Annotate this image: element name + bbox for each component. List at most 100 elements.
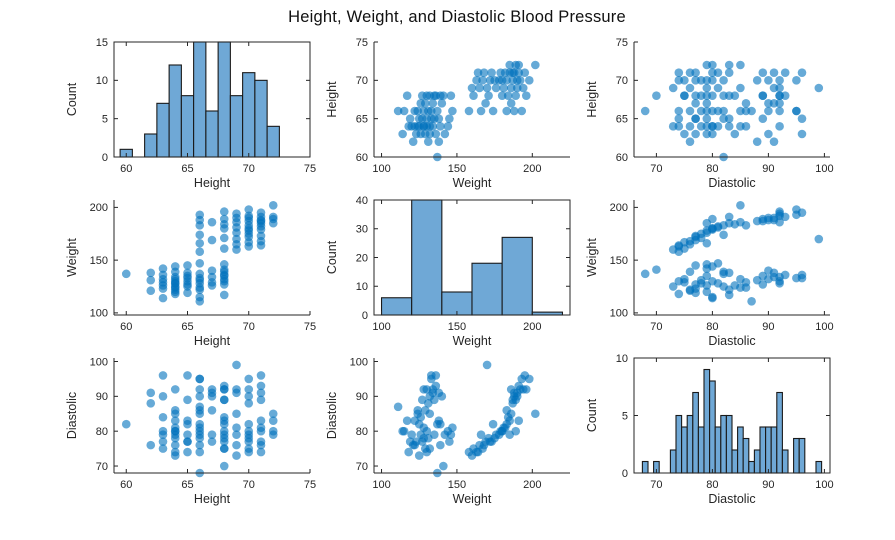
scatter-point [488, 419, 498, 429]
scatter-point [232, 234, 241, 244]
scatter-point [434, 114, 444, 123]
scatter-point [702, 260, 712, 269]
scatter-point [719, 282, 728, 291]
scatter-point [792, 273, 801, 283]
scatter-point [219, 426, 229, 436]
scatter-point [464, 106, 474, 116]
scatter-point [146, 268, 156, 278]
y-tick-label: 90 [356, 391, 368, 403]
y-tick-label: 150 [90, 255, 108, 267]
scatter-point [183, 395, 192, 405]
scatter-point [488, 106, 498, 116]
scatter-point [425, 129, 435, 139]
axes [113, 358, 311, 474]
diastolic-vs-height-scatter-plot: 60 65 70 75 70 80 90 100 Height Diastolic [65, 356, 316, 506]
histogram-bar [737, 426, 744, 474]
scatter-point [256, 447, 266, 457]
histogram-bar [229, 95, 244, 158]
x-tick-label: 70 [243, 479, 255, 491]
scatter-point [702, 99, 712, 108]
histogram-bars [641, 368, 823, 474]
scatter-point [146, 275, 156, 285]
scatter-point [207, 405, 217, 415]
scatter-point [680, 274, 689, 284]
scatter-point [713, 68, 723, 77]
scatter-point [702, 238, 712, 248]
scatter-point [170, 426, 180, 436]
y-tick-label: 70 [356, 75, 368, 87]
scatter-point [256, 231, 266, 241]
scatter-point [713, 259, 723, 268]
y-tick-label: 70 [616, 75, 628, 87]
x-tick-label: 70 [650, 163, 662, 175]
scatter-point [764, 99, 773, 108]
scatter-point [414, 419, 424, 429]
scatter-point [508, 395, 518, 405]
scatter-point [685, 236, 695, 246]
y-tick-label: 200 [90, 202, 108, 214]
scatter-point [685, 267, 695, 277]
x-tick-label: 75 [304, 163, 316, 175]
x-tick-label: 65 [181, 479, 193, 491]
x-axis-label: Diastolic [708, 334, 755, 348]
scatter-point [758, 271, 768, 281]
scatter-point [422, 385, 432, 394]
scatter-point [487, 68, 496, 77]
y-axis-label: Height [325, 81, 339, 118]
scatter-point [797, 114, 807, 123]
scatter-point [482, 83, 492, 93]
scatter-point [674, 289, 684, 299]
scatter-point [195, 430, 205, 439]
scatter-points [640, 60, 824, 162]
scatter-point [736, 122, 745, 131]
scatter-point [219, 412, 229, 422]
x-axis-label: Diastolic [708, 176, 755, 190]
scatter-point [514, 416, 524, 426]
x-tick-label: 200 [523, 321, 541, 333]
scatter-point [256, 371, 266, 380]
scatter-point [207, 437, 217, 446]
scatter-point [428, 122, 438, 131]
scatter-point [640, 269, 650, 279]
scatter-point [219, 244, 229, 253]
y-tick-label: 100 [350, 356, 368, 368]
scatter-point [652, 265, 661, 274]
scatter-point [514, 381, 524, 391]
scatter-point [713, 222, 723, 231]
scatter-point [780, 212, 790, 222]
scatter-point [764, 106, 773, 116]
scatter-point [121, 269, 131, 279]
scatter-point [469, 91, 478, 100]
x-tick-label: 150 [448, 479, 466, 491]
scatter-points [121, 360, 278, 478]
scatter-point [497, 91, 507, 100]
scatter-point [512, 83, 522, 93]
scatter-point [736, 83, 745, 93]
scatter-point [691, 99, 700, 108]
scatter-point [207, 385, 217, 394]
scatter-point [764, 266, 773, 275]
scatter-point [219, 207, 229, 216]
scatter-point [758, 280, 768, 289]
histogram-bar [193, 41, 207, 158]
x-axis-label: Height [194, 334, 231, 348]
scatter-point [481, 99, 490, 108]
scatter-point [736, 200, 745, 210]
x-tick-label: 90 [762, 321, 774, 333]
scatter-point [668, 83, 678, 93]
weight-vs-height-scatter-plot: 60 65 70 75 100 150 200 Height Weight [65, 200, 316, 348]
scatter-point [652, 91, 661, 100]
histogram-bar [709, 380, 716, 474]
histogram-bar [471, 262, 503, 316]
x-tick-label: 65 [181, 163, 193, 175]
scatter-point [170, 262, 180, 271]
scatter-point [426, 374, 436, 384]
scatter-point [170, 451, 180, 460]
diastolic-histogram-plot: 70 80 90 100 0 5 10 Diastolic Count [585, 353, 834, 506]
scatter-point [268, 200, 278, 210]
scatter-point [502, 106, 511, 116]
x-tick-label: 100 [372, 321, 390, 333]
scatter-point [417, 395, 427, 405]
scatter-point [170, 416, 180, 426]
scatter-point [752, 137, 762, 146]
